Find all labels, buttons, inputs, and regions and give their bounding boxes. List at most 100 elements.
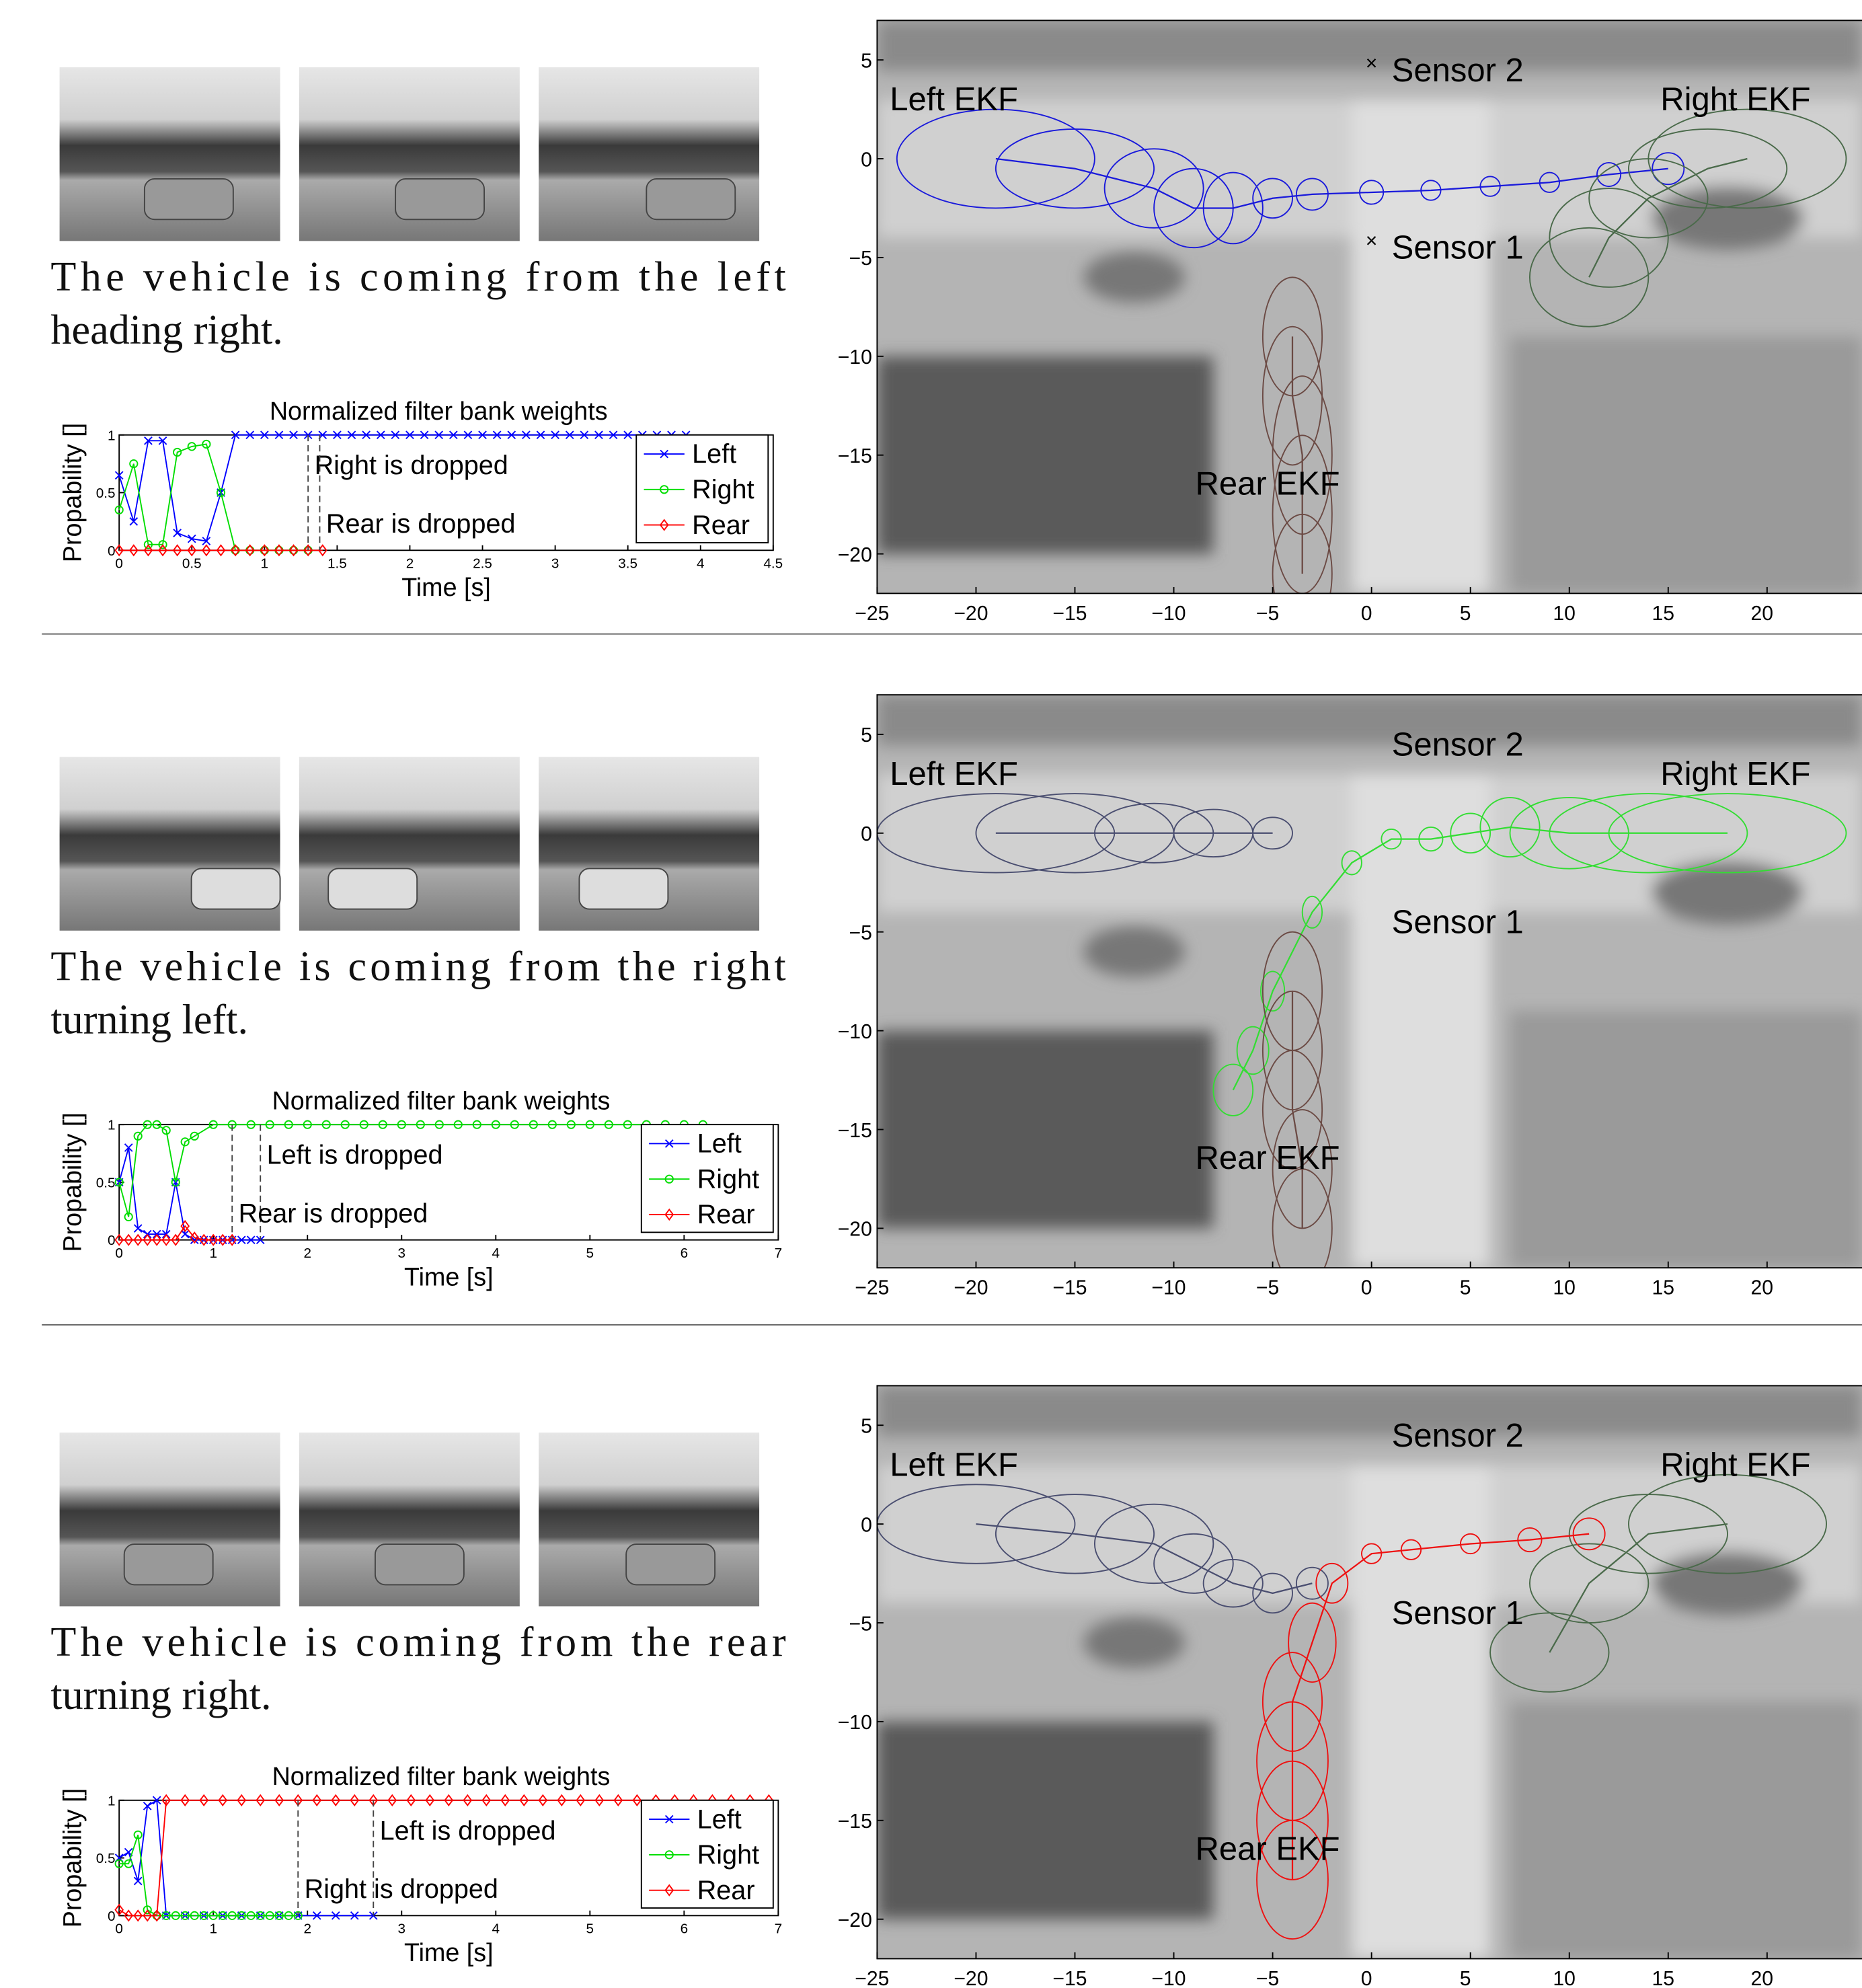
y-tick-label: 0.5 xyxy=(96,1851,116,1866)
x-axis-label: Time [s] xyxy=(404,1938,494,1966)
terrain xyxy=(877,695,1862,745)
annotation: Right is dropped xyxy=(315,451,508,480)
lawn xyxy=(1510,1011,1862,1268)
road xyxy=(1352,1465,1490,1958)
annotation: Rear is dropped xyxy=(326,509,516,539)
y-tick-label: 0 xyxy=(861,1514,872,1536)
x-tick-label: 5 xyxy=(586,1921,594,1937)
caption-line: turning left. xyxy=(50,997,248,1042)
y-tick-label: −10 xyxy=(838,1021,872,1043)
x-tick-label: 2 xyxy=(303,1246,311,1261)
y-tick-label: −20 xyxy=(838,1909,872,1932)
caption-line: The vehicle is coming from the left xyxy=(50,254,785,300)
x-axis-label: Time [s] xyxy=(401,573,491,601)
photo xyxy=(299,67,520,241)
y-tick-label: −10 xyxy=(838,346,872,369)
x-tick-label: 6 xyxy=(681,1246,689,1261)
y-axis-label: Propability [] xyxy=(59,1112,87,1252)
x-tick-label: 20 xyxy=(1751,1968,1774,1988)
chart-title: Normalized filter bank weights xyxy=(270,397,608,425)
road xyxy=(1352,774,1490,1268)
x-tick-label: −15 xyxy=(1052,1277,1087,1299)
photo-car xyxy=(192,868,280,909)
x-tick-label: 0.5 xyxy=(182,556,202,572)
x-tick-label: −10 xyxy=(1151,603,1186,625)
x-tick-label: 1 xyxy=(209,1921,217,1937)
photo xyxy=(299,1432,520,1606)
map-label: Right EKF xyxy=(1660,1447,1810,1483)
x-tick-label: −15 xyxy=(1052,1968,1087,1988)
x-tick-label: 1 xyxy=(209,1246,217,1261)
map-label: Right EKF xyxy=(1660,81,1810,118)
photo xyxy=(299,757,520,931)
x-tick-label: 5 xyxy=(1460,1968,1471,1988)
x-tick-label: 4.5 xyxy=(763,556,783,572)
series-line xyxy=(119,444,308,550)
x-tick-label: 0 xyxy=(115,1921,123,1937)
tree xyxy=(1083,252,1185,303)
photo xyxy=(60,1432,280,1606)
x-tick-label: 3 xyxy=(551,556,559,572)
y-tick-label: −20 xyxy=(838,544,872,566)
series-line xyxy=(119,1835,298,1915)
map-label: Rear EKF xyxy=(1196,1140,1340,1176)
legend-label: Left xyxy=(697,1804,742,1834)
legend-label: Right xyxy=(697,1840,759,1870)
y-tick-label: 0 xyxy=(108,1909,116,1924)
sensor-marker: × xyxy=(1366,230,1378,252)
x-tick-label: 0 xyxy=(115,1246,123,1261)
y-tick-label: 1 xyxy=(108,1118,116,1133)
annotation: Right is dropped xyxy=(305,1874,498,1904)
photo xyxy=(60,757,280,931)
photo-car xyxy=(145,179,233,219)
x-tick-label: 15 xyxy=(1652,1277,1674,1299)
photo xyxy=(539,757,759,931)
x-tick-label: 0 xyxy=(1361,1277,1372,1299)
x-tick-label: 20 xyxy=(1751,603,1774,625)
y-axis-label: Propability [] xyxy=(59,1788,87,1927)
terrain xyxy=(877,1385,1862,1436)
map-label: Sensor 1 xyxy=(1392,230,1524,266)
photo xyxy=(539,1432,759,1606)
y-tick-label: 1 xyxy=(108,428,116,443)
photo xyxy=(539,67,759,241)
x-tick-label: 3 xyxy=(397,1921,405,1937)
x-tick-label: −25 xyxy=(855,1968,889,1988)
y-tick-label: 0.5 xyxy=(96,486,116,501)
map-label: Left EKF xyxy=(890,81,1018,118)
y-tick-label: −5 xyxy=(849,1613,871,1635)
annotation: Left is dropped xyxy=(267,1141,443,1170)
y-tick-label: 5 xyxy=(861,724,872,747)
x-tick-label: 0 xyxy=(1361,1968,1372,1988)
x-tick-label: 1 xyxy=(261,556,269,572)
x-tick-label: 5 xyxy=(1460,1277,1471,1299)
map-label: Sensor 2 xyxy=(1392,52,1524,89)
map-label: Left EKF xyxy=(890,756,1018,792)
x-tick-label: 20 xyxy=(1751,1277,1774,1299)
map-label: Sensor 1 xyxy=(1392,1595,1524,1632)
annotation: Rear is dropped xyxy=(239,1198,428,1228)
map-label: Rear EKF xyxy=(1196,465,1340,502)
y-tick-label: 5 xyxy=(861,1416,872,1438)
x-tick-label: 4 xyxy=(492,1246,500,1261)
x-tick-label: 3 xyxy=(397,1246,405,1261)
y-tick-label: −15 xyxy=(838,445,872,467)
x-tick-label: 6 xyxy=(681,1921,689,1937)
legend-label: Right xyxy=(692,475,754,504)
x-tick-label: 15 xyxy=(1652,603,1674,625)
y-tick-label: 5 xyxy=(861,50,872,72)
sensor-marker: × xyxy=(1366,52,1378,75)
x-tick-label: 2 xyxy=(303,1921,311,1937)
x-tick-label: 10 xyxy=(1553,1277,1576,1299)
lawn xyxy=(1510,1702,1862,1959)
y-tick-label: −15 xyxy=(838,1120,872,1142)
legend-label: Left xyxy=(697,1129,742,1159)
x-tick-label: 15 xyxy=(1652,1968,1674,1988)
x-tick-label: −5 xyxy=(1256,1277,1279,1299)
photo-car xyxy=(124,1544,213,1584)
tree xyxy=(1652,1552,1803,1615)
y-tick-label: −5 xyxy=(849,247,871,270)
y-tick-label: −20 xyxy=(838,1219,872,1241)
x-tick-label: 7 xyxy=(775,1921,783,1937)
caption-line: The vehicle is coming from the rear xyxy=(50,1619,786,1665)
